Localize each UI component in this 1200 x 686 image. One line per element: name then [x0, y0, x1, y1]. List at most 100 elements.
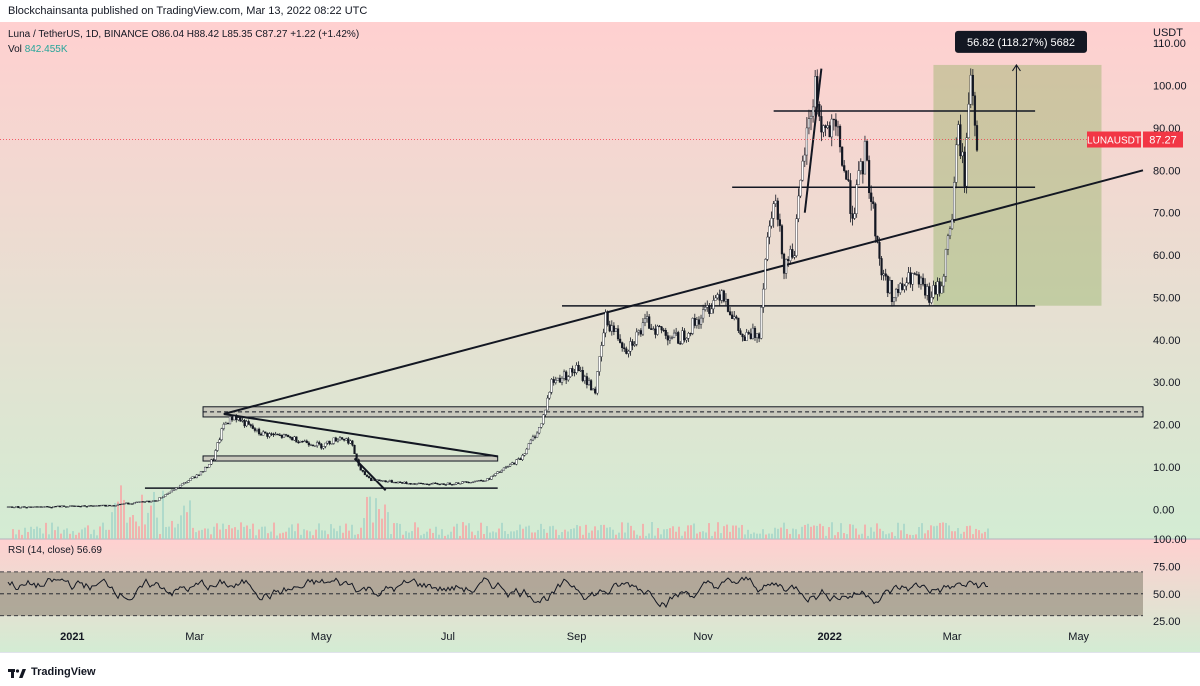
candle-body — [170, 489, 174, 493]
brand-label: TradingView — [31, 666, 96, 678]
candle-body — [396, 481, 400, 484]
measure-label-box — [955, 30, 1087, 53]
candle-body — [882, 273, 885, 276]
volume-bar — [441, 529, 443, 539]
x-tick-label: Sep — [567, 631, 587, 643]
candle-body — [838, 126, 842, 148]
volume-bar — [84, 527, 86, 539]
candle-body — [87, 505, 91, 507]
candle-body — [237, 417, 240, 421]
candle-body — [917, 274, 921, 285]
candle-body — [716, 294, 719, 299]
candle-body — [484, 480, 487, 482]
candle-body — [355, 453, 358, 460]
volume-bar — [627, 522, 629, 539]
symbol-legend: Luna / TetherUS, 1D, BINANCE O86.04 H88.… — [8, 29, 359, 40]
candle-body — [257, 428, 261, 435]
volume-bar — [597, 530, 599, 539]
volume-bar — [906, 533, 908, 539]
x-tick-label: Jul — [441, 631, 455, 643]
volume-bar — [231, 528, 233, 539]
volume-bar — [675, 531, 677, 539]
candle-body — [164, 494, 167, 497]
candle-body — [268, 433, 271, 437]
volume-bar — [726, 524, 728, 539]
candle-body — [552, 379, 555, 383]
candle-body — [583, 376, 586, 381]
volume-bar — [333, 528, 335, 539]
candle-body — [650, 328, 653, 330]
candle-body — [946, 235, 950, 250]
price-chart[interactable]: 110.00100.0090.0080.0070.0060.0050.0040.… — [0, 22, 1200, 652]
candle-body — [533, 436, 537, 438]
candle-body — [681, 330, 684, 344]
volume-bar — [45, 522, 47, 539]
candle-body — [116, 503, 120, 506]
candle-body — [324, 442, 327, 447]
candle-body — [465, 481, 468, 483]
volume-bar — [744, 534, 746, 539]
candle-body — [569, 368, 572, 377]
candle-body — [361, 470, 364, 472]
candle-body — [307, 442, 310, 446]
volume-bar — [420, 535, 422, 539]
volume-bar — [747, 529, 749, 539]
volume-bar — [174, 527, 176, 539]
candle-body — [127, 502, 130, 505]
candle-body — [189, 478, 192, 481]
footer-bar: TradingView — [0, 652, 1200, 680]
volume-bar — [522, 528, 524, 539]
volume-bar — [324, 530, 326, 539]
candle-body — [816, 76, 819, 105]
volume-bar — [396, 523, 398, 539]
volume-bar — [255, 535, 257, 539]
candle-body — [955, 144, 958, 183]
chart-area[interactable]: 110.00 100.00 90.00 80.00 70.00 60.00 50.00 40.… — [0, 22, 1200, 652]
candle-body — [677, 332, 680, 344]
candle-body — [921, 277, 925, 285]
volume-bar — [765, 534, 767, 539]
candle-body — [247, 421, 250, 425]
volume-bar — [312, 535, 314, 539]
volume-bar — [390, 534, 392, 539]
candle-body — [685, 338, 688, 341]
candle-body — [540, 423, 543, 428]
y-tick-label: 0.00 — [1153, 504, 1174, 516]
candle-body — [177, 487, 180, 489]
volume-bar — [951, 531, 953, 539]
candle-body — [191, 476, 194, 479]
candle-body — [870, 192, 873, 202]
volume-bar — [393, 523, 395, 539]
volume-bar — [159, 534, 161, 539]
candle-body — [46, 506, 49, 508]
volume-bar — [111, 512, 113, 539]
volume-bar — [228, 524, 230, 539]
tradingview-logo[interactable]: TradingView — [8, 659, 96, 686]
candle-body — [612, 325, 615, 332]
candle-body — [282, 434, 286, 438]
candle-body — [631, 341, 634, 346]
candle-body — [948, 228, 952, 237]
candle-body — [459, 483, 462, 485]
volume-bar — [882, 531, 884, 539]
volume-bar — [855, 528, 857, 539]
volume-bar — [705, 532, 707, 539]
candle-body — [293, 436, 296, 441]
volume-bar — [849, 524, 851, 539]
volume-bar — [267, 533, 269, 539]
candle-body — [193, 476, 196, 478]
candle-body — [913, 273, 916, 275]
candle-body — [118, 503, 122, 506]
volume-bar — [117, 501, 119, 539]
candle-body — [326, 440, 329, 444]
volume-bar — [534, 532, 536, 539]
candle-body — [345, 438, 348, 441]
volume-bar — [357, 534, 359, 539]
descending-trendline — [223, 412, 498, 458]
candle-body — [924, 284, 927, 296]
volume-bar — [123, 499, 125, 539]
y-tick-label: 110.00 — [1153, 38, 1186, 50]
candle-body — [627, 351, 630, 354]
measure-box — [933, 64, 1102, 306]
candle-body — [762, 288, 765, 308]
